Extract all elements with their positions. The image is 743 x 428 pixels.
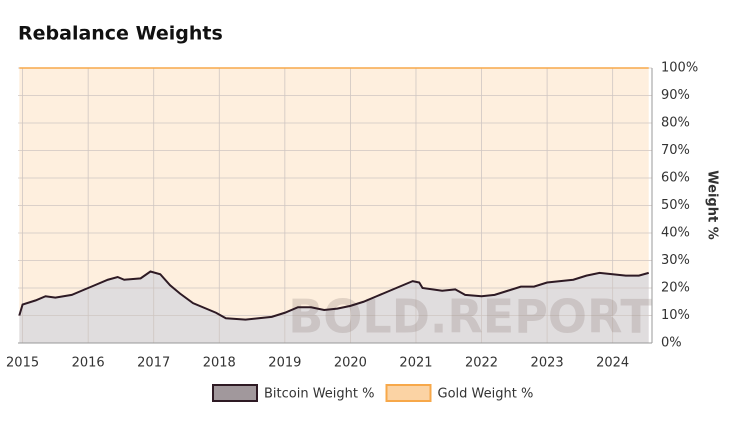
y-tick-label: 30% [661,253,690,268]
y-tick-label: 80% [661,116,690,131]
y-tick-label: 100% [661,61,698,76]
x-tick-label: 2023 [531,356,564,371]
x-tick-label: 2018 [203,356,236,371]
legend-label: Bitcoin Weight % [264,387,375,402]
chart-title: Rebalance Weights [18,23,223,45]
series-line [18,270,649,321]
legend-label: Gold Weight % [438,387,534,402]
x-tick-label: 2021 [399,356,432,371]
y-tick-label: 40% [661,226,690,241]
x-tick-label: 2024 [596,356,629,371]
area-fill [19,271,649,343]
y-tick-label: 0% [661,336,682,351]
x-tick-label: 2015 [6,356,39,371]
y-tick-label: 60% [661,171,690,186]
x-tick-label: 2016 [72,356,105,371]
y-axis-title: Weight % [705,170,720,239]
y-tick-label: 70% [661,143,690,158]
area-fill [19,68,649,320]
watermark: BOLD.REPORT [288,290,652,344]
x-tick-label: 2019 [268,356,301,371]
x-tick-label: 2020 [334,356,367,371]
y-tick-label: 90% [661,88,690,103]
y-tick-label: 10% [661,308,690,323]
legend-swatch [212,384,258,402]
legend-swatch [385,384,432,402]
y-tick-label: 50% [661,198,690,213]
x-tick-label: 2017 [137,356,170,371]
x-tick-label: 2022 [465,356,498,371]
y-tick-label: 20% [661,281,690,296]
